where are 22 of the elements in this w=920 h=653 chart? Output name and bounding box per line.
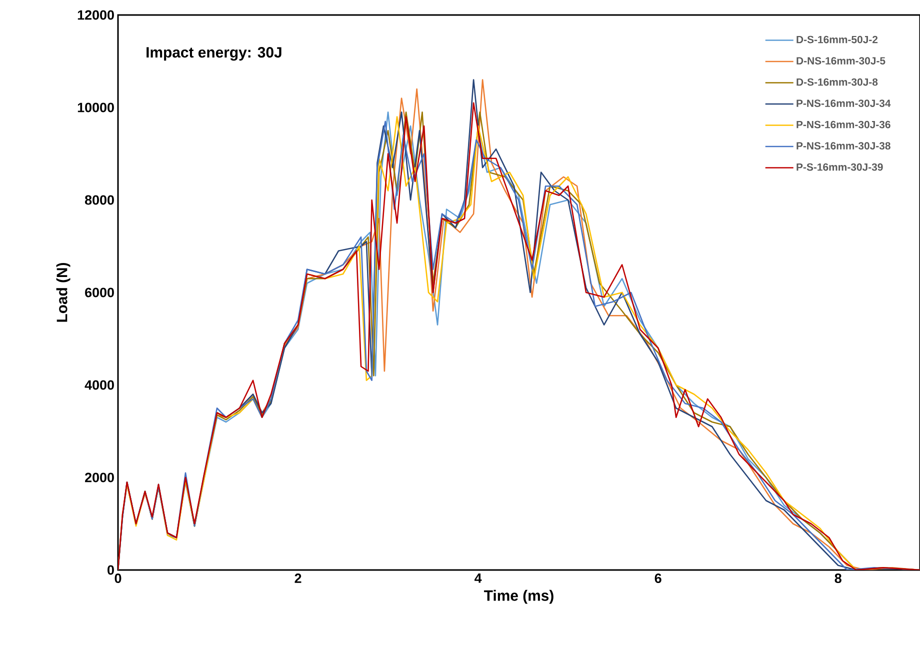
x-tick-label: 6 — [654, 574, 662, 584]
y-tick-label: 12000 — [78, 10, 114, 20]
legend-label: P-NS-16mm-30J-38 — [796, 142, 890, 150]
legend-label: P-S-16mm-30J-39 — [796, 163, 883, 171]
legend-label: P-NS-16mm-30J-34 — [796, 100, 891, 108]
legend-label: D-NS-16mm-30J-5 — [796, 57, 886, 65]
y-tick-label: 6000 — [85, 288, 114, 298]
y-tick-label: 8000 — [84, 195, 114, 205]
y-tick-label: 0 — [108, 565, 114, 575]
x-tick-label: 4 — [474, 574, 482, 583]
y-axis-title: Load (N) — [56, 262, 70, 322]
y-tick-label: 4000 — [84, 380, 114, 390]
annotation: Impact energy: 30J — [146, 47, 282, 61]
x-tick-label: 8 — [834, 574, 842, 584]
x-tick-label: 2 — [294, 574, 302, 583]
legend-label: D-S-16mm-50J-2 — [796, 36, 878, 44]
x-tick-label: 0 — [114, 574, 122, 584]
y-tick-label: 2000 — [85, 472, 114, 482]
legend-label: D-S-16mm-30J-8 — [796, 78, 878, 86]
legend-label: P-NS-16mm-30J-36 — [796, 120, 890, 128]
y-tick-label: 10000 — [78, 102, 114, 112]
x-axis-title: Time (ms) — [484, 590, 554, 604]
